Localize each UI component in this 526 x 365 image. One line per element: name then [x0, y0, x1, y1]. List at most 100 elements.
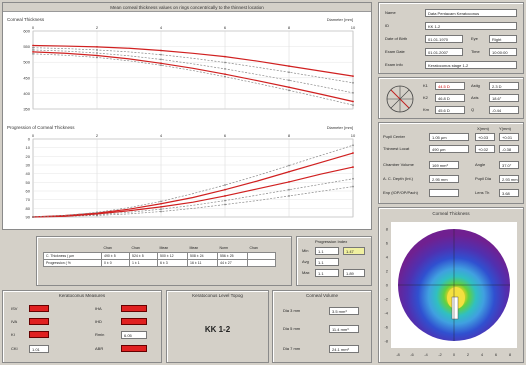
data-point	[96, 52, 98, 54]
eye-label: Eye	[471, 36, 478, 41]
map-y-tick: -4	[384, 311, 388, 316]
name-field[interactable]: Data Pentacam Keratoconus	[425, 9, 517, 17]
corneal-thickness-chart: Corneal Thickness Diameter [mm] 0 2 4 6 8 10 600…	[7, 17, 356, 112]
table-row: Progression ( % 0 ± 0 1 ± 1 6 ± 3 16 ± 1…	[43, 258, 276, 267]
thinnest-y: -0.38	[499, 145, 519, 153]
iha-value	[121, 305, 147, 312]
q-field: -0.44	[489, 106, 519, 114]
map-y-tick: 8	[386, 227, 389, 232]
table-row: C. Thickness ( µm 490 ± 5 524 ± 5 500 ± …	[43, 251, 276, 260]
x-tick-label: 6	[224, 25, 227, 30]
series-line	[32, 53, 354, 106]
corneal-volume-title: Corneal Volume	[305, 293, 339, 298]
plot-area	[32, 138, 354, 218]
data-point	[160, 62, 162, 65]
table-cell	[247, 258, 276, 267]
table-cell: 0 ± 0	[101, 258, 130, 267]
pi-max-extra[interactable]: 1.89	[343, 269, 365, 277]
axis-field: 18.6°	[489, 94, 519, 102]
data-point	[352, 152, 354, 154]
eye-field[interactable]: Right	[489, 35, 517, 43]
table-header	[43, 245, 102, 252]
angle-label: Angle	[475, 162, 486, 167]
map-y-tick: 4	[386, 255, 389, 260]
pi-avg-label: Avg	[302, 259, 309, 264]
topkc-value: KK 1-2	[204, 325, 231, 334]
table-cell: 16 ± 11	[187, 258, 218, 267]
isv-label: ISV	[11, 306, 18, 311]
y-tick-label: 10	[26, 145, 31, 150]
thinnest-label: Thinnest Locat	[383, 146, 410, 151]
volume-value: 11.4 mm³	[329, 325, 359, 333]
table-header: Chan	[129, 245, 158, 252]
data-point	[352, 144, 354, 147]
table-cell: 1 ± 1	[129, 258, 158, 267]
exam-date-label: Exam Date	[385, 49, 405, 54]
data-point	[288, 181, 290, 183]
dob-field[interactable]: 01.01.1970	[425, 35, 463, 43]
data-point	[160, 205, 162, 208]
y-tick-label: 550	[23, 44, 30, 49]
lens-th-label: Lens Th	[475, 190, 490, 195]
data-point	[288, 86, 290, 89]
pi-avg-field[interactable]: 1.1	[315, 258, 339, 266]
pi-max-field[interactable]: 1.1	[315, 269, 339, 277]
x-tick-label: 4	[160, 25, 163, 30]
thinnest-marker	[451, 296, 459, 320]
table-cell: 500 ± 12	[157, 251, 188, 260]
series-line	[32, 152, 354, 218]
table-header: Norm	[217, 245, 248, 252]
map-x-tick: -8	[396, 352, 400, 357]
table-cell: 6 ± 3	[157, 258, 188, 267]
x-tick-label: 2	[96, 25, 99, 30]
y-tick-label: 30	[26, 163, 31, 168]
iva-label: IVA	[11, 319, 18, 324]
y-tick-label: 350	[23, 107, 30, 112]
thickness-charts-panel: Mean corneal thickness values on rings c…	[2, 2, 372, 230]
data-point	[288, 79, 290, 82]
table-cell: Progression ( %	[43, 258, 102, 267]
data-point	[160, 202, 162, 205]
patient-info-panel: Name Data Pentacam Keratoconus ID KK 1-2…	[378, 2, 524, 74]
data-point	[32, 52, 34, 55]
pi-min-field[interactable]: 1.1	[315, 247, 339, 255]
data-point	[32, 216, 34, 218]
series-line	[32, 51, 354, 103]
km-field: 45.6 D	[435, 106, 465, 114]
iop-field[interactable]	[429, 189, 459, 197]
values-table-panel: Chan Chan Mean Mean Norm Chan C. Thickne…	[36, 236, 292, 286]
cki-value: 1.01	[29, 345, 49, 353]
table-cell: C. Thickness ( µm	[43, 251, 102, 260]
data-point	[160, 208, 162, 211]
id-field[interactable]: KK 1-2	[425, 22, 517, 30]
pi-min-extra[interactable]: 1.47	[343, 247, 365, 255]
data-point	[160, 58, 162, 61]
abr-label: ABR	[95, 346, 104, 351]
map-x-tick: 4	[481, 352, 484, 357]
data-point	[224, 73, 226, 76]
data-point	[224, 61, 226, 64]
y-tick-label: 40	[26, 171, 31, 176]
exam-date-field[interactable]: 01.01.2007	[425, 48, 463, 56]
data-point	[32, 50, 34, 53]
pupil-center-x: +0.03	[475, 133, 495, 141]
x-tick-label: 10	[351, 133, 356, 138]
exam-info-field[interactable]: Keratoconus stage 1-2	[425, 61, 517, 69]
map-y-tick: -6	[384, 325, 388, 330]
pachymetry-map: -8 -6 -4 -2 0 2 4 6 8 8 6 4 2 0 -2 -4 -6 -8	[384, 222, 517, 357]
pi-max-label: Max	[302, 270, 310, 275]
time-field[interactable]: 10:00:00	[489, 48, 517, 56]
k2-label: K2	[423, 95, 428, 100]
table-cell: 508 ± 24	[187, 251, 218, 260]
x-tick-label: 4	[160, 133, 163, 138]
data-point	[352, 100, 354, 103]
data-point	[352, 166, 354, 168]
rmin-value: 6.05	[121, 331, 147, 339]
map-x-tick: 2	[467, 352, 470, 357]
data-point	[96, 45, 98, 48]
map-y-tick: 0	[386, 283, 389, 288]
k1-field: 44.5 D	[435, 82, 465, 90]
k2-field: 46.8 D	[435, 94, 465, 102]
y-tick-label: 600	[23, 29, 30, 34]
volume-value: 3.5 mm³	[329, 307, 359, 315]
